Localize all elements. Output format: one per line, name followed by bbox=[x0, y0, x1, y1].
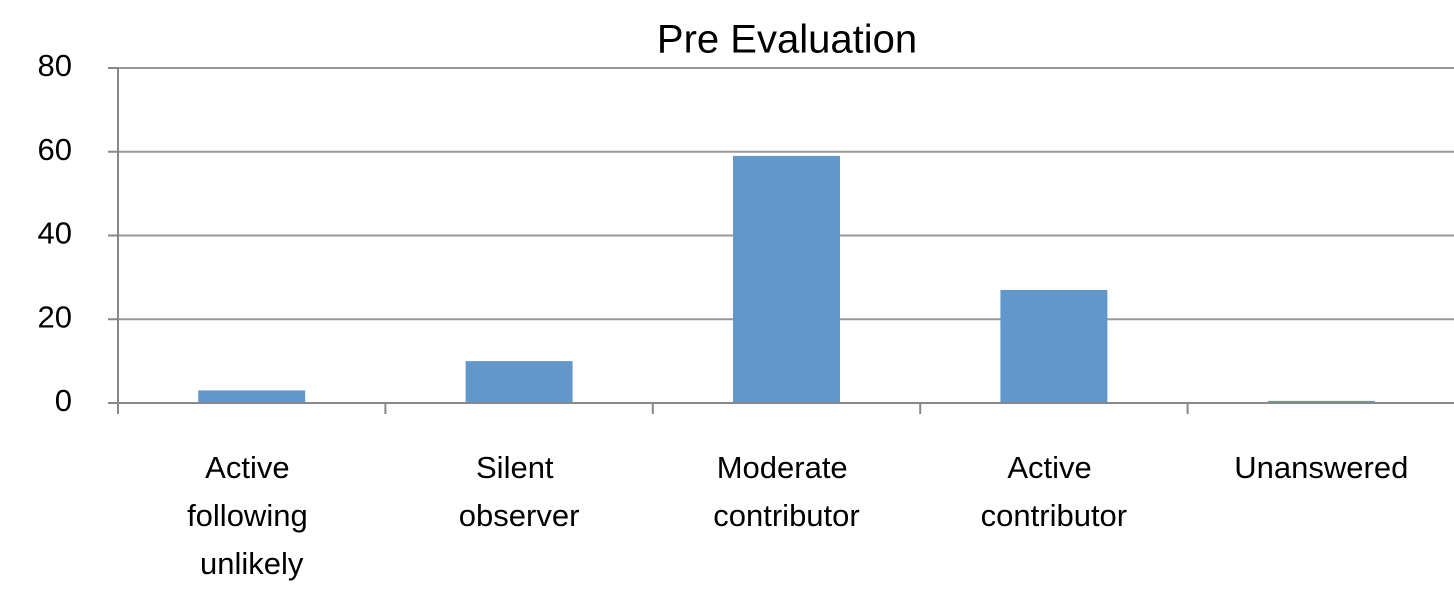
y-tick-label: 0 bbox=[55, 383, 72, 418]
bar bbox=[1000, 289, 1108, 403]
y-tick-label: 40 bbox=[38, 216, 72, 251]
bar bbox=[733, 155, 840, 403]
x-tick-label: Active following unlikely bbox=[187, 450, 316, 581]
y-tick-label: 60 bbox=[38, 132, 72, 167]
chart-title: Pre Evaluation bbox=[657, 18, 917, 62]
bar bbox=[1267, 400, 1375, 403]
x-tick-label: Silent observer bbox=[459, 450, 580, 533]
y-tick-label: 80 bbox=[38, 48, 72, 83]
bar bbox=[198, 390, 306, 403]
x-tick-label: Active contributor bbox=[981, 450, 1127, 533]
y-tick-label: 20 bbox=[38, 299, 72, 334]
x-tick-label: Unanswered bbox=[1234, 450, 1408, 485]
bar bbox=[465, 361, 573, 403]
x-tick-label: Moderate contributor bbox=[713, 450, 859, 533]
